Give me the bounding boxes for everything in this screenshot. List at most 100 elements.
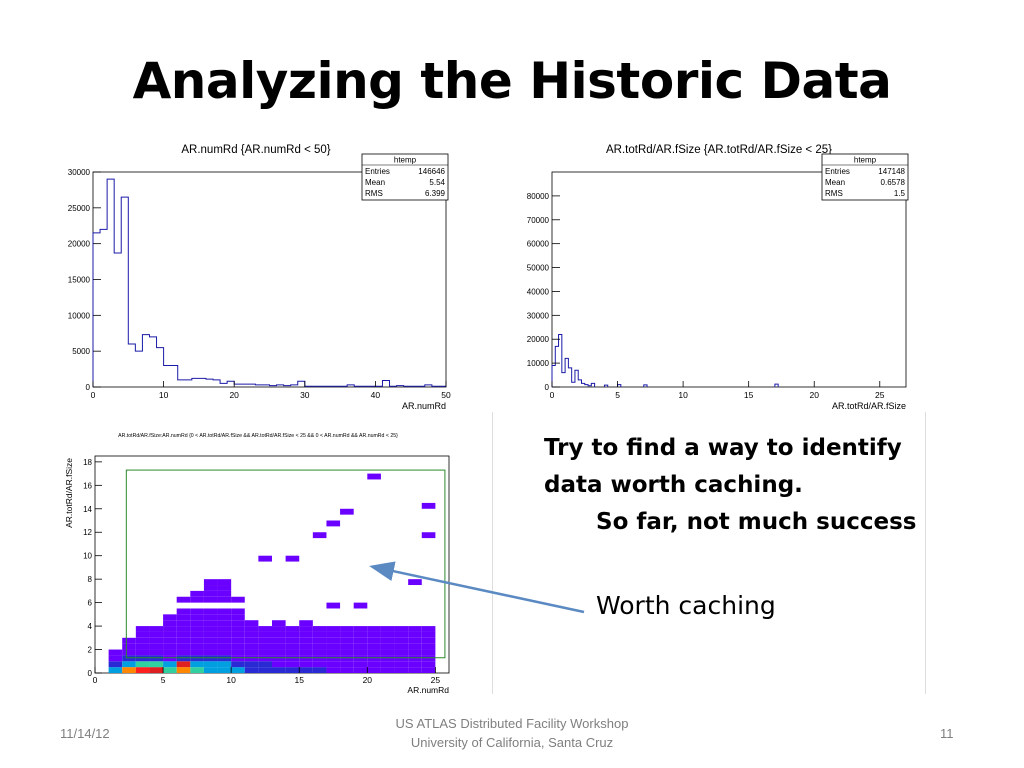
heatmap-totrd-vs-numrd: AR.totRd/AR.fSize:AR.numRd {0 < AR.totRd… [64,433,450,695]
heatmap-cell [353,631,368,638]
heatmap-cell [285,655,300,662]
stats-row-label: RMS [825,189,843,198]
y-tick-label: 0 [545,383,550,392]
stats-row-value: 147148 [878,167,905,176]
y-tick-label: 50000 [527,264,550,273]
heatmap-cell [176,596,191,603]
heatmap-cell [122,661,136,668]
heatmap-cell [203,643,218,650]
stats-row-value: 5.54 [429,178,445,187]
x-tick-label: 15 [744,390,754,400]
heatmap-cell [380,661,395,668]
heatmap-cell [203,585,218,591]
heatmap-cell [272,655,286,662]
y-tick-label: 0 [88,669,93,678]
heatmap-cell [217,655,232,662]
heatmap-cell [190,631,204,638]
heatmap-cell [203,620,218,627]
heatmap-cell [231,596,245,603]
heatmap-cell [217,614,232,621]
y-tick-label: 10000 [68,311,91,320]
heatmap-cell [272,631,286,638]
y-tick-label: 16 [83,481,92,490]
heatmap-cell [217,579,232,586]
x-tick-label: 0 [550,390,555,400]
heatmap-cell [380,637,395,644]
heatmap-cell [340,667,354,673]
heatmap-cell [149,661,164,668]
heatmap-cell [149,631,164,638]
stats-box-title: htemp [394,156,417,165]
heatmap-cell [367,473,381,480]
heatmap-cell [421,643,436,650]
y-tick-label: 10 [83,552,92,561]
heatmap-cell [203,614,218,621]
heatmap-cell [190,620,204,627]
heatmap-cell [421,502,436,509]
heatmap-cell [312,655,327,662]
heatmap-cell [408,667,422,673]
heatmap-cell [367,643,381,650]
heatmap-cell [217,626,232,632]
heatmap-cell [394,631,409,638]
heatmap-cell [326,631,341,638]
heatmap-cell [367,626,381,632]
heatmap-cell [163,614,177,621]
heatmap-cell [244,637,259,644]
x-tick-label: 5 [161,675,166,685]
x-tick-label: 20 [809,390,819,400]
heatmap-cell [203,661,218,668]
heatmap-cell [394,626,409,632]
heatmap-cell [299,655,313,662]
heatmap-cell [217,590,232,597]
heatmap-cell [394,667,409,673]
heatmap-cell [244,649,259,656]
heatmap-cell [231,608,245,615]
heatmap-cell [312,626,327,632]
heatmap-cell [190,626,204,632]
heatmap-cell [421,667,436,673]
heatmap-cell [394,637,409,644]
heatmap-cell [217,667,232,673]
heatmap-cell [353,626,368,632]
heatmap-cell [217,661,232,668]
heatmap-cell [244,655,259,662]
heatmap-cell [217,649,232,656]
heatmap-cell [285,643,300,650]
heatmap-cell [285,667,300,673]
heatmap-cell [190,608,204,615]
heatmap-cell [122,637,136,644]
x-tick-label: 20 [363,675,373,685]
y-tick-label: 20000 [68,240,91,249]
heatmap-cell [408,661,422,668]
x-tick-label: 25 [431,675,441,685]
heatmap-cell [108,655,123,662]
bullet-find-way: Try to find a way to identify data worth… [544,435,902,498]
heatmap-cell [272,626,286,632]
heatmap-cell [394,649,409,656]
heatmap-cell [203,590,218,597]
heatmap-cell [340,508,354,515]
y-tick-label: 18 [83,458,92,467]
chart-title: AR.totRd/AR.fSize {AR.totRd/AR.fSize < 2… [606,144,832,156]
heatmap-cell [326,637,341,644]
pasted-region-border [492,412,926,694]
heatmap-cell [380,649,395,656]
stats-row-label: Mean [365,178,385,187]
stats-row-label: Entries [825,167,850,176]
stats-row-value: 6.399 [425,189,446,198]
histogram-totrd-panel: AR.totRd/AR.fSize {AR.totRd/AR.fSize < 2… [512,138,926,410]
heatmap-cell [190,667,204,673]
heatmap-cell [367,637,381,644]
heatmap-cell [176,667,191,673]
heatmap-cell [217,643,232,650]
heatmap-cell [244,667,259,673]
heatmap-cell [312,661,327,668]
heatmap-cell [190,643,204,650]
heatmap-cell [258,555,272,562]
heatmap-cell [299,667,313,673]
heatmap-cell [258,643,272,650]
heatmap-cell [285,631,300,638]
heatmap-cell [244,631,259,638]
heatmap-cell [203,637,218,644]
